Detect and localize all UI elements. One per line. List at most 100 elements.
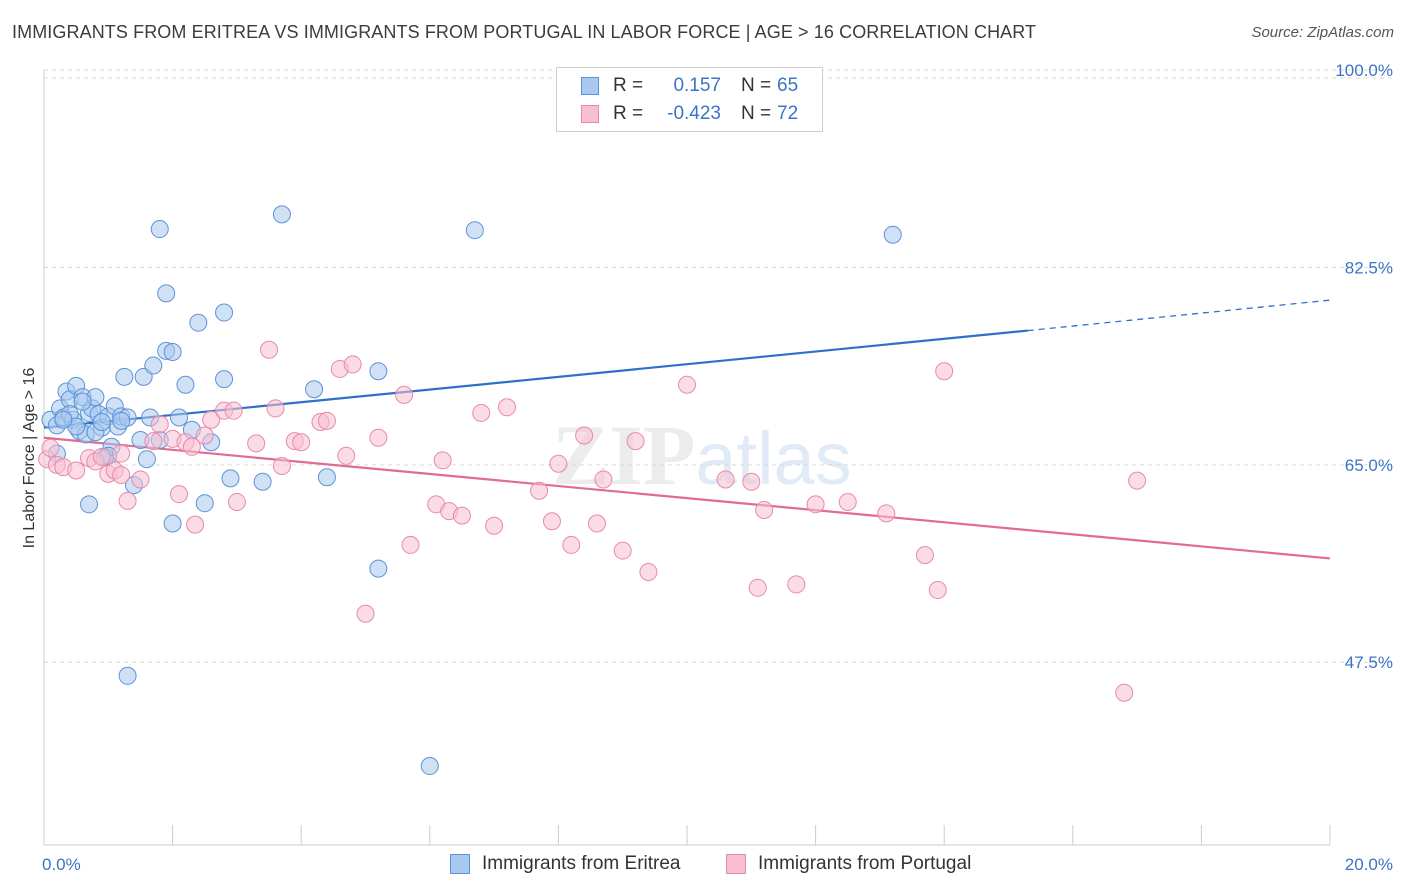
- eritrea-point: [170, 408, 189, 427]
- n-label: N =: [741, 75, 772, 96]
- eritrea-swatch: [581, 77, 599, 95]
- portugal-point: [748, 578, 767, 597]
- legend-label-eritrea: Immigrants from Eritrea: [482, 853, 681, 874]
- legend-item-eritrea: Immigrants from Eritrea: [450, 852, 680, 876]
- portugal-point: [678, 375, 696, 394]
- portugal-point: [195, 426, 214, 445]
- chart-title: IMMIGRANTS FROM ERITREA VS IMMIGRANTS FR…: [12, 22, 1037, 42]
- eritrea-point: [272, 205, 291, 224]
- x-tick-label-max: 20.0%: [1345, 855, 1393, 874]
- portugal-point: [112, 444, 131, 463]
- portugal-point: [742, 472, 761, 491]
- r-value: 0.157: [673, 75, 721, 96]
- portugal-trend-line: [43, 436, 1331, 560]
- portugal-point: [202, 410, 221, 429]
- y-tick-label: 65.0%: [1345, 456, 1393, 475]
- portugal-point: [150, 415, 169, 434]
- portugal-point: [144, 432, 163, 451]
- eritrea-point: [253, 472, 272, 491]
- portugal-point: [594, 470, 613, 489]
- eritrea-point: [73, 392, 92, 411]
- grid-lines: [44, 69, 1392, 663]
- portugal-point: [485, 516, 504, 535]
- portugal-point: [67, 461, 86, 480]
- portugal-point: [266, 399, 285, 418]
- eritrea-point: [112, 411, 131, 430]
- portugal-point: [247, 434, 266, 453]
- portugal-point: [369, 428, 388, 447]
- eritrea-point: [92, 412, 111, 431]
- eritrea-point: [420, 757, 439, 776]
- portugal-point: [716, 470, 735, 489]
- portugal-point: [1115, 683, 1134, 702]
- eritrea-point: [195, 494, 214, 513]
- n-value: 65: [777, 75, 799, 96]
- portugal-point: [613, 541, 632, 560]
- eritrea-point: [80, 495, 99, 514]
- eritrea-point: [163, 514, 182, 533]
- portugal-point: [787, 575, 806, 594]
- portugal-point: [877, 504, 896, 523]
- eritrea-point: [221, 469, 240, 488]
- portugal-point: [639, 563, 658, 582]
- eritrea-point: [115, 367, 134, 386]
- n-value: 72: [777, 103, 799, 124]
- eritrea-point: [150, 220, 169, 239]
- y-tick-label: 100.0%: [1335, 61, 1393, 80]
- portugal-swatch: [581, 105, 599, 123]
- portugal-point: [112, 465, 131, 484]
- eritrea-point: [369, 362, 388, 381]
- r-label: R =: [613, 75, 644, 96]
- portugal-point: [170, 485, 189, 504]
- eritrea-point: [305, 380, 324, 399]
- portugal-point: [343, 355, 362, 374]
- portugal-point: [497, 398, 516, 417]
- portugal-legend-swatch: [726, 854, 746, 874]
- legend-label-portugal: Immigrants from Portugal: [758, 853, 972, 874]
- portugal-point: [337, 446, 356, 465]
- portugal-point: [433, 451, 452, 470]
- portugal-point: [472, 403, 491, 422]
- portugal-point: [272, 456, 291, 475]
- portugal-point: [549, 454, 568, 473]
- x-tick-label-min: 0.0%: [42, 855, 81, 874]
- eritrea-point: [157, 284, 176, 303]
- portugal-point: [186, 515, 205, 534]
- eritrea-point: [163, 343, 182, 362]
- eritrea-point: [137, 450, 156, 469]
- eritrea-point: [118, 666, 137, 685]
- stats-row-portugal: R = -0.423 N = 72: [581, 102, 798, 126]
- portugal-point: [755, 500, 774, 519]
- eritrea-trend-extension: [1027, 299, 1331, 332]
- y-tick-label: 82.5%: [1345, 258, 1393, 277]
- n-label: N =: [741, 103, 772, 124]
- trend-lines: [43, 299, 1331, 560]
- eritrea-point: [883, 225, 902, 244]
- portugal-point: [395, 385, 414, 404]
- stats-row-eritrea: R = 0.157 N = 65: [581, 74, 798, 98]
- portugal-point: [227, 493, 246, 512]
- eritrea-point: [215, 370, 234, 389]
- portugal-point: [587, 514, 606, 533]
- portugal-point: [317, 411, 336, 430]
- stats-legend: R = 0.157 N = 65 R = -0.423 N = 72: [556, 67, 823, 132]
- portugal-point: [92, 447, 111, 466]
- portugal-point: [182, 437, 201, 456]
- eritrea-point: [465, 221, 484, 240]
- portugal-point: [915, 546, 934, 565]
- eritrea-point: [317, 468, 336, 487]
- eritrea-point: [189, 313, 208, 332]
- portugal-point: [224, 401, 243, 420]
- r-label: R =: [613, 103, 644, 124]
- eritrea-point: [215, 303, 234, 322]
- portugal-point: [401, 535, 420, 554]
- eritrea-point: [54, 410, 73, 429]
- portugal-point: [626, 432, 645, 451]
- eritrea-legend-swatch: [450, 854, 470, 874]
- portugal-point: [806, 495, 825, 514]
- source-label: Source: ZipAtlas.com: [1251, 24, 1394, 41]
- eritrea-point: [369, 559, 388, 578]
- portugal-point: [260, 340, 279, 359]
- portugal-point: [928, 581, 947, 600]
